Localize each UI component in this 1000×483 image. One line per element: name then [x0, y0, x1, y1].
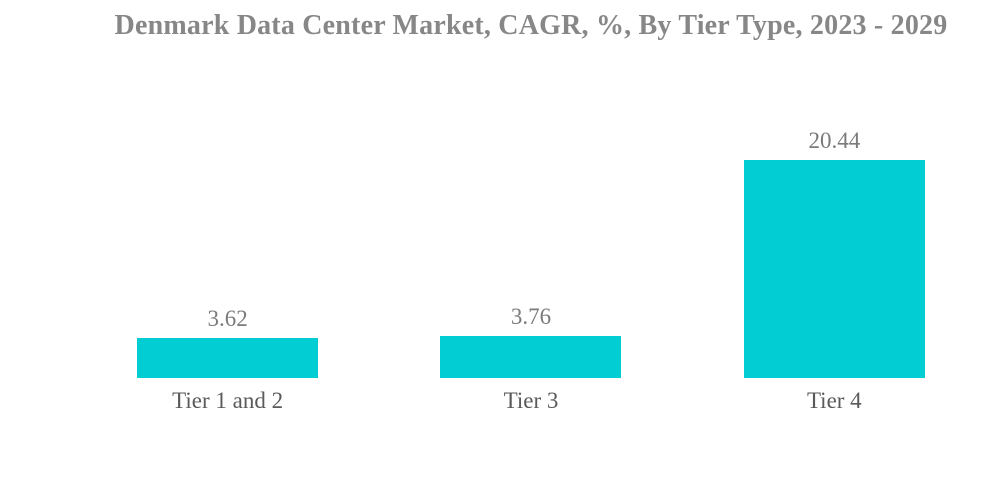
bar-value-label: 20.44 [808, 128, 861, 153]
category-label: Tier 1 and 2 [172, 388, 284, 413]
bar-group: 3.76 Tier 3 [379, 128, 682, 413]
plot-area: 3.62 Tier 1 and 2 3.76 Tier 3 20.44 Tier… [76, 128, 986, 413]
bar-value-label: 3.76 [510, 304, 552, 329]
category-label: Tier 3 [503, 388, 559, 413]
chart-title: Denmark Data Center Market, CAGR, %, By … [114, 10, 948, 41]
bar [743, 160, 925, 378]
bar-group: 3.62 Tier 1 and 2 [76, 128, 379, 413]
bar-value-label: 3.62 [207, 306, 248, 331]
bar-group: 20.44 Tier 4 [683, 128, 986, 413]
bar [137, 338, 319, 378]
category-label: Tier 4 [806, 388, 862, 413]
bar [440, 336, 622, 378]
